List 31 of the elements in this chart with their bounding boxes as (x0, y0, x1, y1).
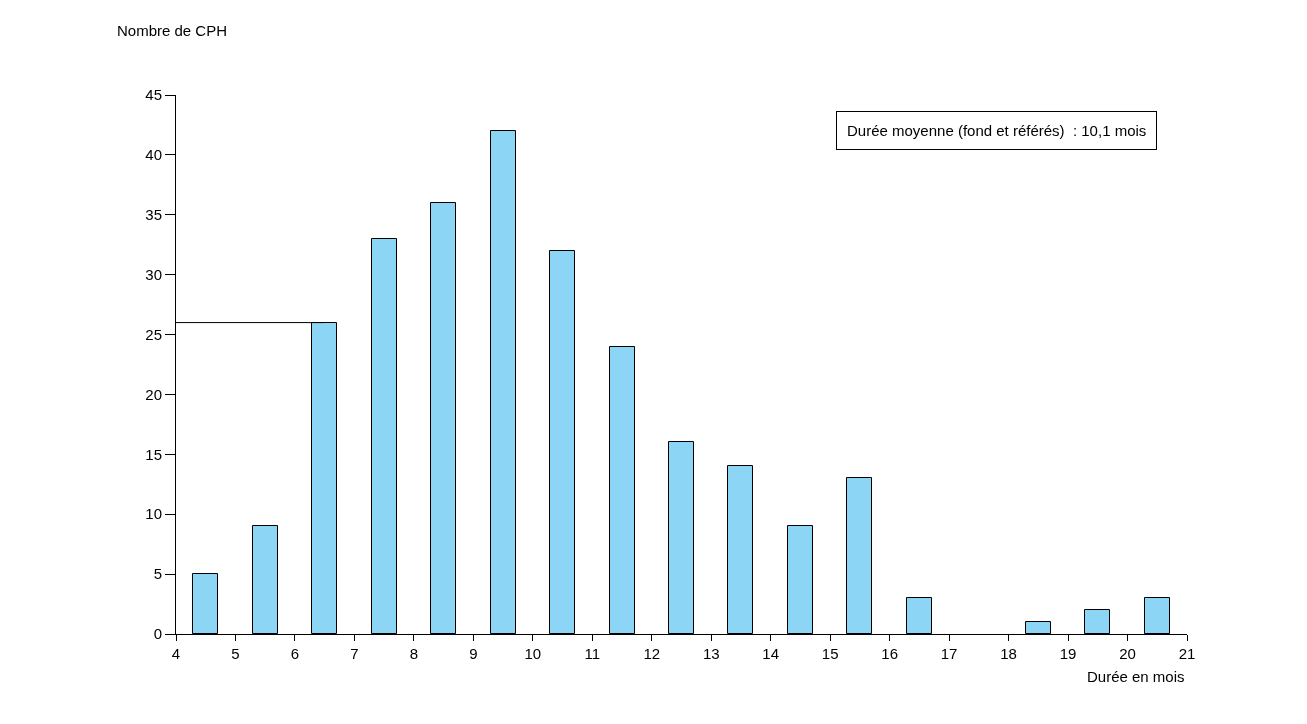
x-tick-label: 17 (940, 645, 958, 662)
y-tick-label: 40 (145, 146, 162, 164)
y-tick-label: 5 (153, 565, 162, 583)
x-tick-label: 12 (643, 645, 661, 662)
y-tick-label: 15 (145, 445, 162, 463)
x-tick-label: 5 (231, 645, 240, 662)
x-tick-label: 10 (524, 645, 542, 662)
x-tick-label: 20 (1119, 645, 1136, 662)
x-tick-label: 19 (1059, 645, 1077, 662)
y-tick-label: 10 (145, 505, 162, 523)
y-tick-label: 45 (145, 86, 162, 104)
y-tick-label: 35 (145, 206, 162, 224)
x-tick-label: 18 (1000, 645, 1017, 662)
x-tick-label: 7 (350, 645, 359, 662)
x-tick-label: 6 (290, 645, 300, 662)
y-tick-label: 0 (153, 625, 162, 643)
x-tick-label: 4 (171, 645, 181, 662)
x-axis-title: Durée en mois (1087, 668, 1185, 685)
y-tick-label: 20 (145, 385, 162, 403)
x-tick-label: 8 (409, 645, 419, 662)
x-tick-label: 14 (762, 645, 780, 662)
x-tick-label: 13 (702, 645, 720, 662)
x-tick-label: 16 (881, 645, 898, 662)
y-tick-label: 25 (145, 325, 162, 343)
x-tick-label: 21 (1178, 645, 1196, 662)
y-axis-title: Nombre de CPH (117, 22, 228, 39)
annotation: Durée moyenne (fond et référés) : 10,1 mois (847, 122, 1147, 139)
y-tick-label: 30 (145, 265, 162, 283)
x-tick-label: 15 (821, 645, 839, 662)
x-tick-label: 9 (469, 645, 478, 662)
x-tick-label: 11 (584, 645, 601, 662)
